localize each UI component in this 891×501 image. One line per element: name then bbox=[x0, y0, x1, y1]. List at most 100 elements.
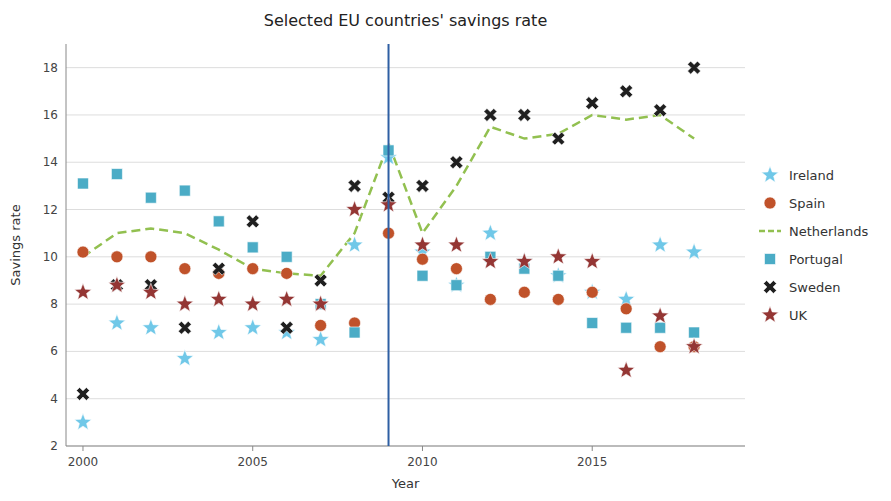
point bbox=[416, 253, 428, 265]
point bbox=[516, 253, 533, 269]
point bbox=[482, 253, 499, 269]
reference-line bbox=[388, 44, 390, 446]
point bbox=[280, 321, 293, 334]
y-tick-label: 16 bbox=[43, 108, 58, 122]
point bbox=[76, 387, 89, 400]
point bbox=[586, 97, 599, 110]
x-tick-label: 2005 bbox=[237, 455, 268, 469]
point bbox=[210, 290, 227, 306]
point bbox=[586, 286, 598, 298]
point bbox=[417, 270, 428, 281]
point bbox=[518, 286, 530, 298]
point bbox=[247, 242, 258, 253]
x-axis-label: Year bbox=[391, 476, 420, 491]
point bbox=[178, 321, 191, 334]
grid-line bbox=[66, 162, 745, 163]
point bbox=[142, 319, 159, 335]
point bbox=[416, 179, 429, 192]
point bbox=[349, 327, 360, 338]
point bbox=[686, 243, 703, 259]
point bbox=[620, 85, 633, 98]
legend-label: UK bbox=[789, 308, 808, 323]
legend-swatch bbox=[761, 166, 778, 182]
point bbox=[247, 263, 259, 275]
legend-label: Netherlands bbox=[789, 224, 868, 239]
y-tick-label: 4 bbox=[50, 392, 58, 406]
point bbox=[246, 215, 259, 228]
point bbox=[584, 283, 601, 299]
x-tick bbox=[592, 446, 593, 451]
chart: 246810121416182000200520102015Selected E… bbox=[0, 0, 891, 501]
point bbox=[484, 293, 496, 305]
x-tick-label: 2015 bbox=[577, 455, 608, 469]
y-tick-label: 8 bbox=[50, 297, 58, 311]
y-tick-label: 10 bbox=[43, 250, 58, 264]
point bbox=[278, 290, 295, 306]
point bbox=[450, 263, 462, 275]
point bbox=[142, 283, 159, 299]
point bbox=[179, 263, 191, 275]
grid-line bbox=[66, 446, 745, 447]
grid-line bbox=[66, 209, 745, 210]
point bbox=[689, 327, 700, 338]
point bbox=[654, 104, 667, 117]
point bbox=[620, 303, 632, 315]
legend-label: Portugal bbox=[789, 252, 843, 267]
point bbox=[484, 108, 497, 121]
x-tick-label: 2010 bbox=[407, 455, 438, 469]
point bbox=[686, 338, 703, 354]
legend-label: Ireland bbox=[789, 168, 834, 183]
point bbox=[553, 270, 564, 281]
y-tick-label: 14 bbox=[43, 155, 58, 169]
y-axis-line bbox=[66, 44, 67, 446]
legend-swatch bbox=[761, 306, 778, 322]
point bbox=[652, 236, 669, 252]
point bbox=[312, 331, 329, 347]
legend-label: Sweden bbox=[789, 280, 840, 295]
point bbox=[314, 274, 327, 287]
point bbox=[346, 201, 363, 217]
point bbox=[281, 267, 293, 279]
plot-area bbox=[74, 44, 702, 446]
point bbox=[414, 236, 431, 252]
point bbox=[176, 350, 193, 366]
point bbox=[176, 295, 193, 311]
y-axis-label: Savings rate bbox=[8, 204, 23, 285]
x-axis-line bbox=[66, 446, 745, 447]
point bbox=[346, 236, 363, 252]
point bbox=[550, 267, 567, 283]
grid-line bbox=[66, 304, 745, 305]
point bbox=[244, 319, 261, 335]
point bbox=[448, 236, 465, 252]
point bbox=[74, 413, 91, 429]
point bbox=[552, 132, 565, 145]
point bbox=[655, 322, 666, 333]
point bbox=[179, 185, 190, 196]
y-tick-label: 18 bbox=[43, 61, 58, 75]
point bbox=[587, 318, 598, 329]
y-tick-label: 12 bbox=[43, 203, 58, 217]
legend: Ireland Spain Netherlands Portugal Sweden UK bbox=[759, 166, 868, 323]
point bbox=[482, 224, 499, 240]
grid-line bbox=[66, 67, 745, 68]
point bbox=[108, 276, 125, 292]
point bbox=[451, 280, 462, 291]
point bbox=[74, 283, 91, 299]
point bbox=[312, 295, 329, 311]
point bbox=[552, 293, 564, 305]
point bbox=[621, 322, 632, 333]
x-tick-label: 2000 bbox=[68, 455, 99, 469]
point bbox=[210, 323, 227, 339]
point bbox=[281, 251, 292, 262]
point bbox=[448, 276, 465, 292]
point bbox=[518, 108, 531, 121]
y-tick-label: 2 bbox=[50, 439, 58, 453]
point bbox=[618, 361, 635, 377]
legend-swatch bbox=[763, 280, 776, 293]
point bbox=[315, 319, 327, 331]
legend-label: Spain bbox=[789, 196, 825, 211]
grid-line bbox=[66, 398, 745, 399]
point bbox=[654, 341, 666, 353]
point bbox=[550, 248, 567, 264]
y-tick-label: 6 bbox=[50, 344, 58, 358]
